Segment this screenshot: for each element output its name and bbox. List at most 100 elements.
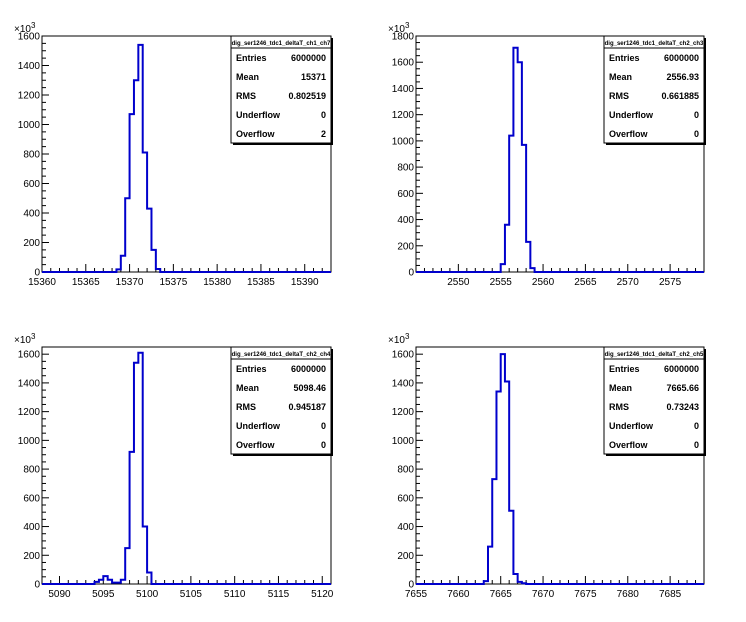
x-tick-label: 15360 [28,277,56,288]
x-tick-label: 5115 [268,589,290,600]
histogram-bin [143,527,147,584]
y-tick-label: 600 [397,189,414,200]
histogram-bin [518,582,522,584]
y-tick-label: 800 [397,465,414,476]
stats-box-title: dig_ser1246_tdc1_deltaT_ch2_ch5 [605,352,704,358]
y-tick-label: 600 [23,179,40,190]
y-exponent-label: ×103 [14,332,36,346]
x-tick-label: 7685 [659,589,682,600]
y-tick-label: 400 [23,522,40,533]
y-tick-label: 1000 [18,436,41,447]
y-exponent-label: ×103 [388,332,410,346]
stats-box-shadow [704,38,706,145]
exponent-base: ×10 [388,335,405,346]
stats-label: RMS [609,91,629,101]
histogram-bin [125,548,129,584]
stats-box-shadow [606,143,706,145]
exponent-base: ×10 [14,335,31,346]
histogram-panel-3: 0 200 400 600 800 1000 1200 1400 1600 5090 5095 510… [14,332,334,600]
x-tick-label: 2575 [659,277,682,288]
stats-box-shadow [704,349,706,456]
histogram-bin [484,581,488,584]
histogram-bin [518,62,522,272]
y-tick-label: 1400 [392,378,415,389]
x-tick-label: 5110 [224,589,246,600]
x-tick-label: 15380 [203,277,231,288]
y-tick-label: 400 [23,209,40,220]
stats-box-shadow [233,143,333,145]
histogram-bin [116,583,120,584]
stats-label: Entries [236,53,267,63]
stats-label: Underflow [236,421,281,431]
stats-box: dig_ser1246_tdc1_deltaT_ch2_ch5 Entries 60… [603,346,706,456]
histogram-bin [501,354,505,584]
stats-label: Mean [236,72,259,82]
histogram-bin [492,479,496,584]
x-tick-label: 2565 [574,277,597,288]
stats-value: 0.945187 [288,402,326,412]
y-tick-label: 0 [408,580,414,591]
x-tick-label: 7655 [405,589,428,600]
histogram-bin [95,582,99,584]
y-tick-label: 800 [23,150,40,161]
stats-label: Entries [609,364,640,374]
stats-value: 0 [694,440,699,450]
histogram-bin [488,547,492,584]
stats-value: 0 [694,421,699,431]
histogram-series-line [416,46,704,273]
stats-value: 0 [694,110,699,120]
y-tick-label: 1000 [392,436,415,447]
histogram-panel-1: 0 200 400 600 800 1000 1200 1400 1600 15360 15365 1… [14,21,333,288]
histogram-bin [134,363,138,584]
stats-box-shadow [233,454,333,456]
stats-value: 6000000 [664,364,699,374]
x-tick-label: 5100 [136,589,159,600]
stats-label: RMS [609,402,629,412]
stats-label: RMS [236,402,256,412]
stats-label: Mean [609,72,632,82]
stats-value: 2 [321,129,326,139]
stats-value: 2556.93 [666,72,699,82]
y-tick-label: 1200 [392,407,415,418]
y-tick-label: 1600 [392,350,415,361]
y-tick-label: 200 [23,551,40,562]
histogram-bin [526,242,530,272]
stats-box-shadow [331,349,333,456]
exponent-power: 3 [31,332,36,341]
y-tick-label: 800 [397,163,414,174]
stats-value: 5098.46 [293,383,326,393]
y-exponent-label: ×103 [388,21,410,35]
histogram-bin [156,269,160,272]
histogram-bin [496,392,500,584]
histogram-bin [99,580,103,584]
y-tick-label: 200 [23,238,40,249]
histogram-bin [138,45,142,272]
stats-box-frame [230,346,332,455]
y-tick-label: 1400 [392,84,415,95]
histogram-bin [522,583,526,584]
y-tick-label: 200 [397,551,414,562]
y-tick-label: 0 [34,580,40,591]
stats-value: 6000000 [291,53,326,63]
stats-box-title: dig_ser1246_tdc1_deltaT_ch2_ch4 [232,352,331,358]
stats-label: Overflow [609,440,649,450]
histogram-bin [121,256,125,272]
histogram-bin [108,580,112,584]
stats-box: dig_ser1246_tdc1_deltaT_ch2_ch4 Entries 60… [230,346,333,456]
x-tick-label: 5120 [311,589,334,600]
stats-box: dig_ser1246_tdc1_deltaT_ch1_ch7 Entries 60… [230,35,333,145]
stats-box-shadow [606,454,706,456]
x-tick-label: 5105 [180,589,203,600]
exponent-base: ×10 [14,24,31,35]
histogram-panel-2: 0 200 400 600 800 1000 1200 1400 1600 1800 2550 255… [388,21,706,288]
histogram-bin [130,114,134,272]
x-tick-label: 15375 [159,277,187,288]
x-tick-label: 7680 [617,589,640,600]
y-tick-label: 400 [397,215,414,226]
stats-value: 6000000 [291,364,326,374]
x-tick-label: 5095 [92,589,115,600]
x-tick-label: 2570 [617,277,640,288]
stats-value: 0 [321,110,326,120]
stats-value: 0.661885 [661,91,699,101]
